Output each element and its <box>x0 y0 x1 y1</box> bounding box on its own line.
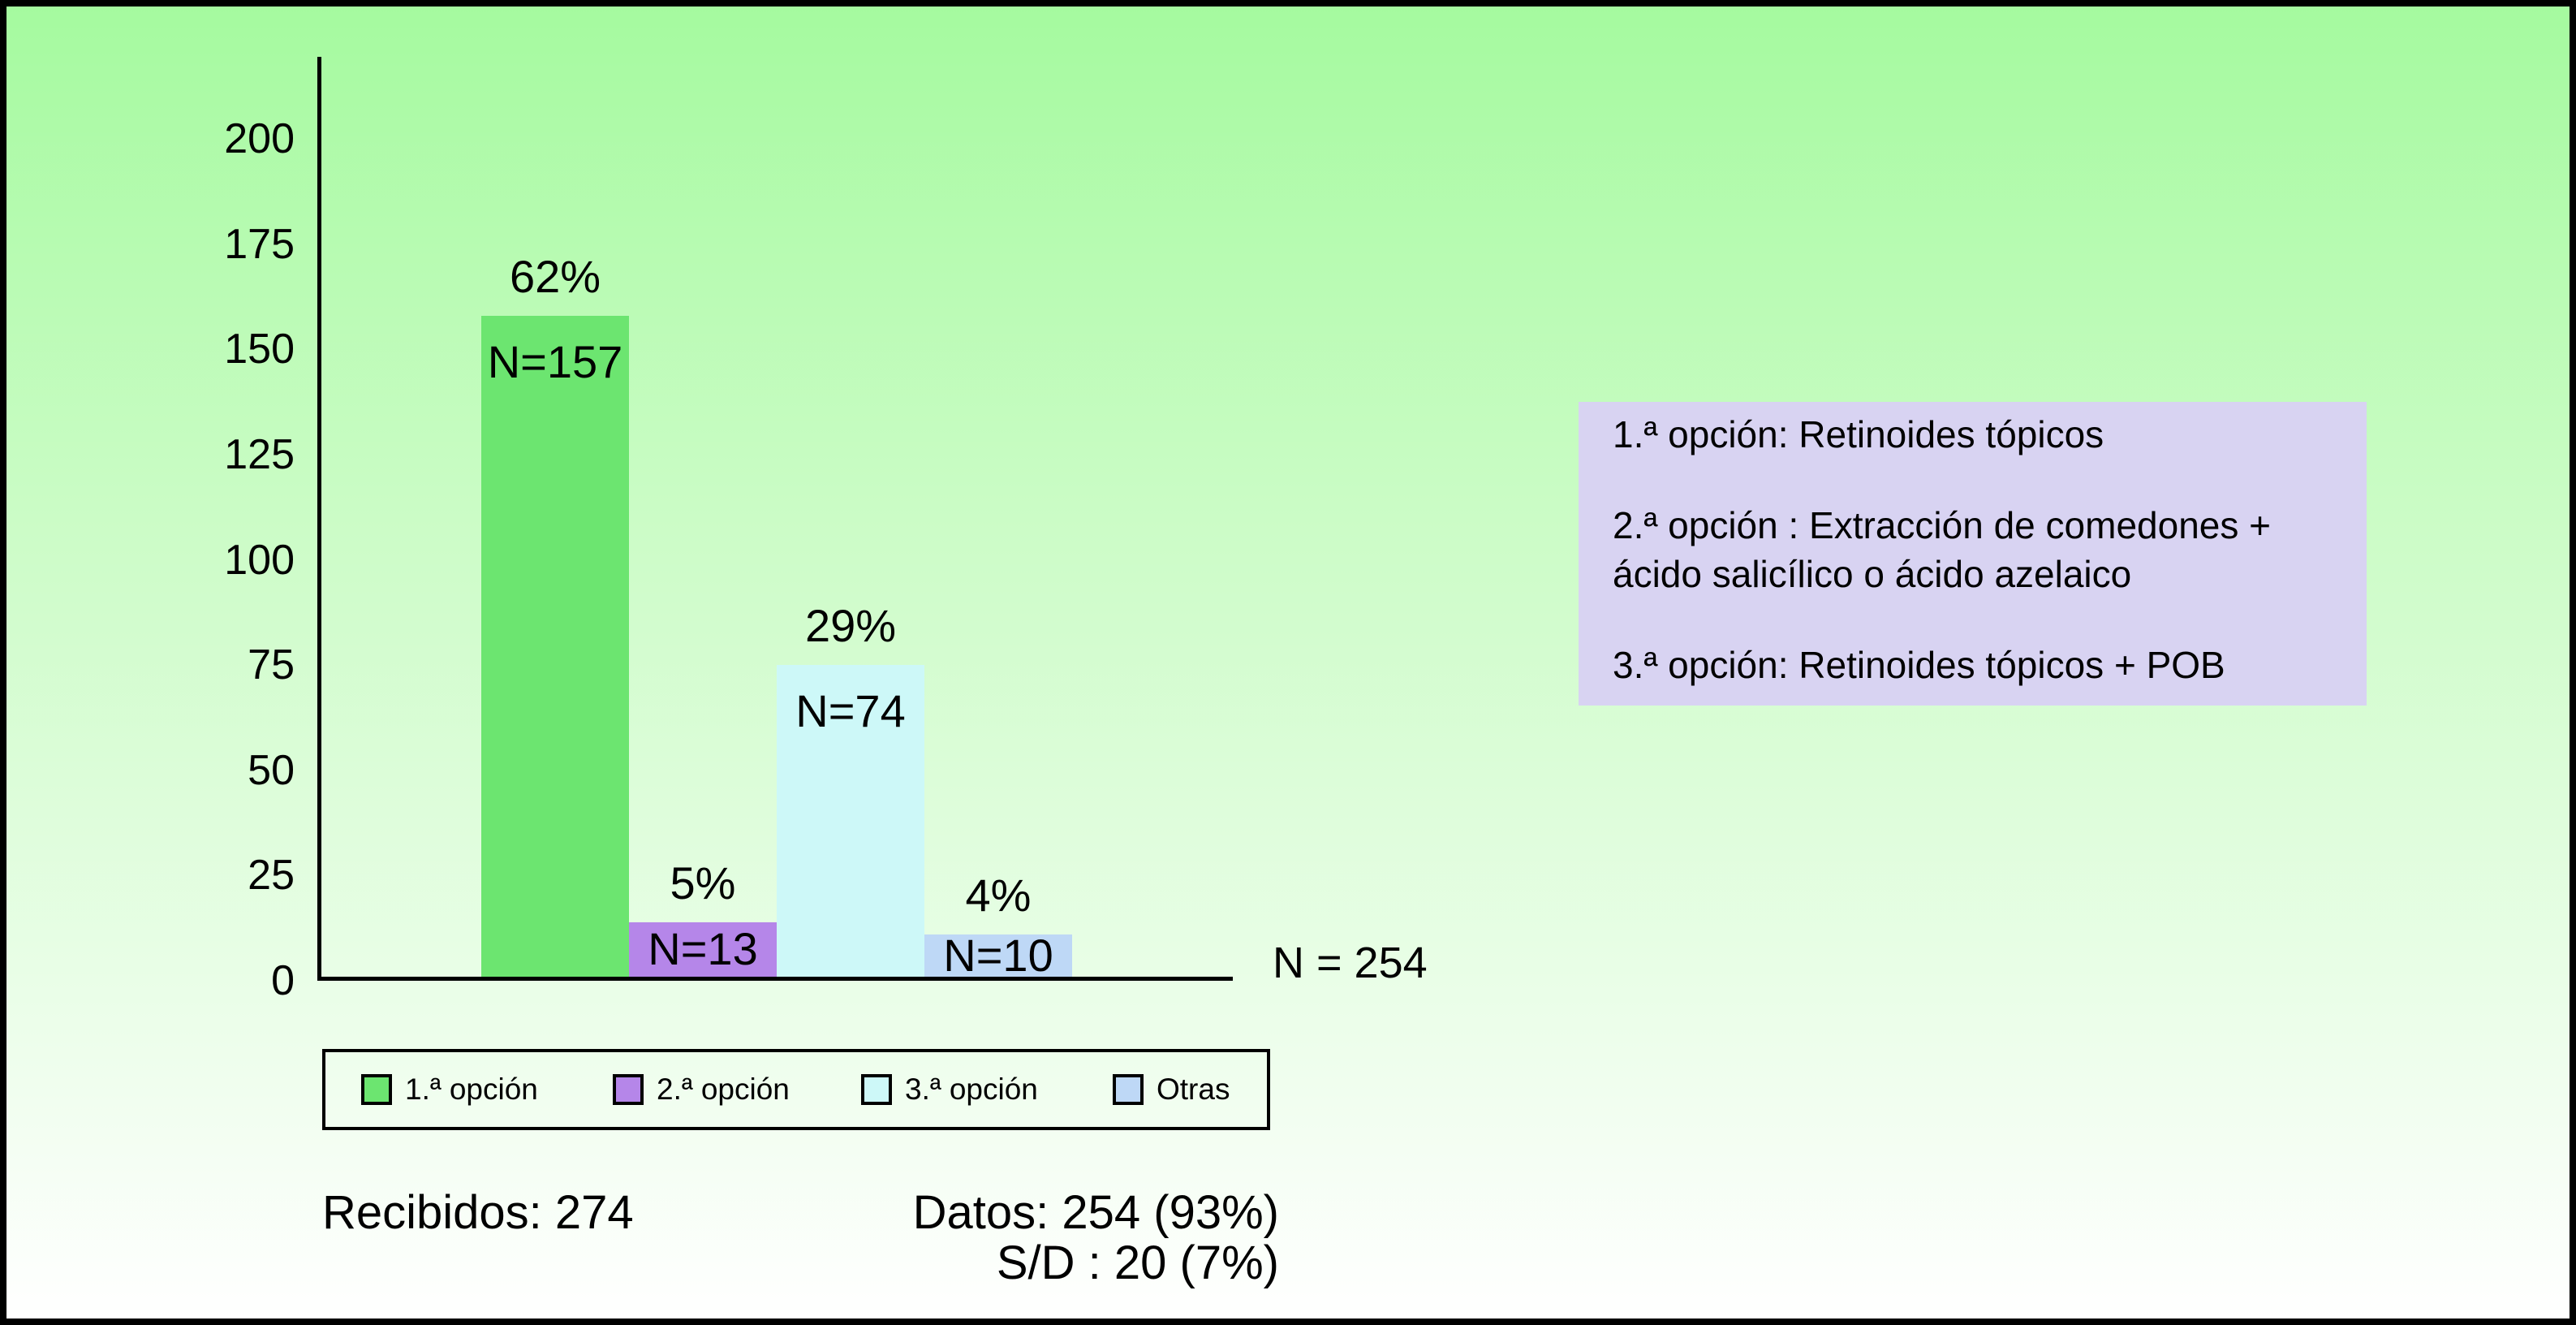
y-tick-label: 200 <box>224 115 295 162</box>
y-tick-label: 0 <box>271 957 295 1004</box>
legend-swatch <box>861 1074 892 1105</box>
bar-percent-label: 5% <box>670 857 736 909</box>
y-tick-label: 100 <box>224 536 295 584</box>
legend-item: Otras <box>1113 1052 1230 1127</box>
legend-label: Otras <box>1157 1073 1230 1106</box>
bar-1 <box>481 315 629 977</box>
footnote-datos-sd: Datos: 254 (93%) S/D : 20 (7%) <box>818 1188 1279 1288</box>
legend-item: 2.ª opción <box>613 1052 790 1127</box>
bar-n-label: N=74 <box>795 685 906 737</box>
legend-item: 1.ª opción <box>361 1052 538 1127</box>
bar-3 <box>777 665 924 977</box>
footnote-recibidos: Recibidos: 274 <box>322 1186 634 1239</box>
legend-item: 3.ª opción <box>861 1052 1038 1127</box>
footnote-line: Datos: 254 (93%) <box>912 1186 1279 1239</box>
y-tick-label: 75 <box>248 641 295 689</box>
bar-percent-label: 4% <box>965 870 1032 921</box>
bar-percent-label: 29% <box>804 600 897 652</box>
y-tick-label: 25 <box>248 852 295 900</box>
legend-label: 2.ª opción <box>657 1073 790 1106</box>
legend-swatch <box>613 1074 644 1105</box>
legend-swatch <box>1113 1074 1144 1105</box>
legend-box: 1.ª opción 2.ª opción 3.ª opción Otras <box>322 1049 1270 1130</box>
legend-label: 1.ª opción <box>405 1073 538 1106</box>
bar-n-label: N=10 <box>943 930 1053 982</box>
y-tick-label: 50 <box>248 746 295 794</box>
y-tick-label: 175 <box>224 220 295 268</box>
bar-percent-label: 62% <box>509 250 601 302</box>
info-paragraph: 2.ª opción : Extracción de comedones + á… <box>1613 504 2271 595</box>
info-box: 1.ª opción: Retinoides tópicos 2.ª opción… <box>1579 402 2367 706</box>
axes-frame <box>317 57 1233 981</box>
y-tick-label: 125 <box>224 430 295 478</box>
bar-n-label: N=157 <box>487 335 623 387</box>
y-tick-label: 150 <box>224 326 295 373</box>
legend-label: 3.ª opción <box>905 1073 1038 1106</box>
bar-n-label: N=13 <box>648 923 758 975</box>
info-paragraph: 3.ª opción: Retinoides tópicos + POB <box>1613 644 2225 686</box>
legend-swatch <box>361 1074 392 1105</box>
bar-4 <box>924 934 1072 977</box>
total-n-label: N = 254 <box>1273 939 1428 987</box>
footnote-line: S/D : 20 (7%) <box>996 1237 1279 1289</box>
info-paragraph: 1.ª opción: Retinoides tópicos <box>1613 413 2104 455</box>
bar-2 <box>629 921 777 977</box>
